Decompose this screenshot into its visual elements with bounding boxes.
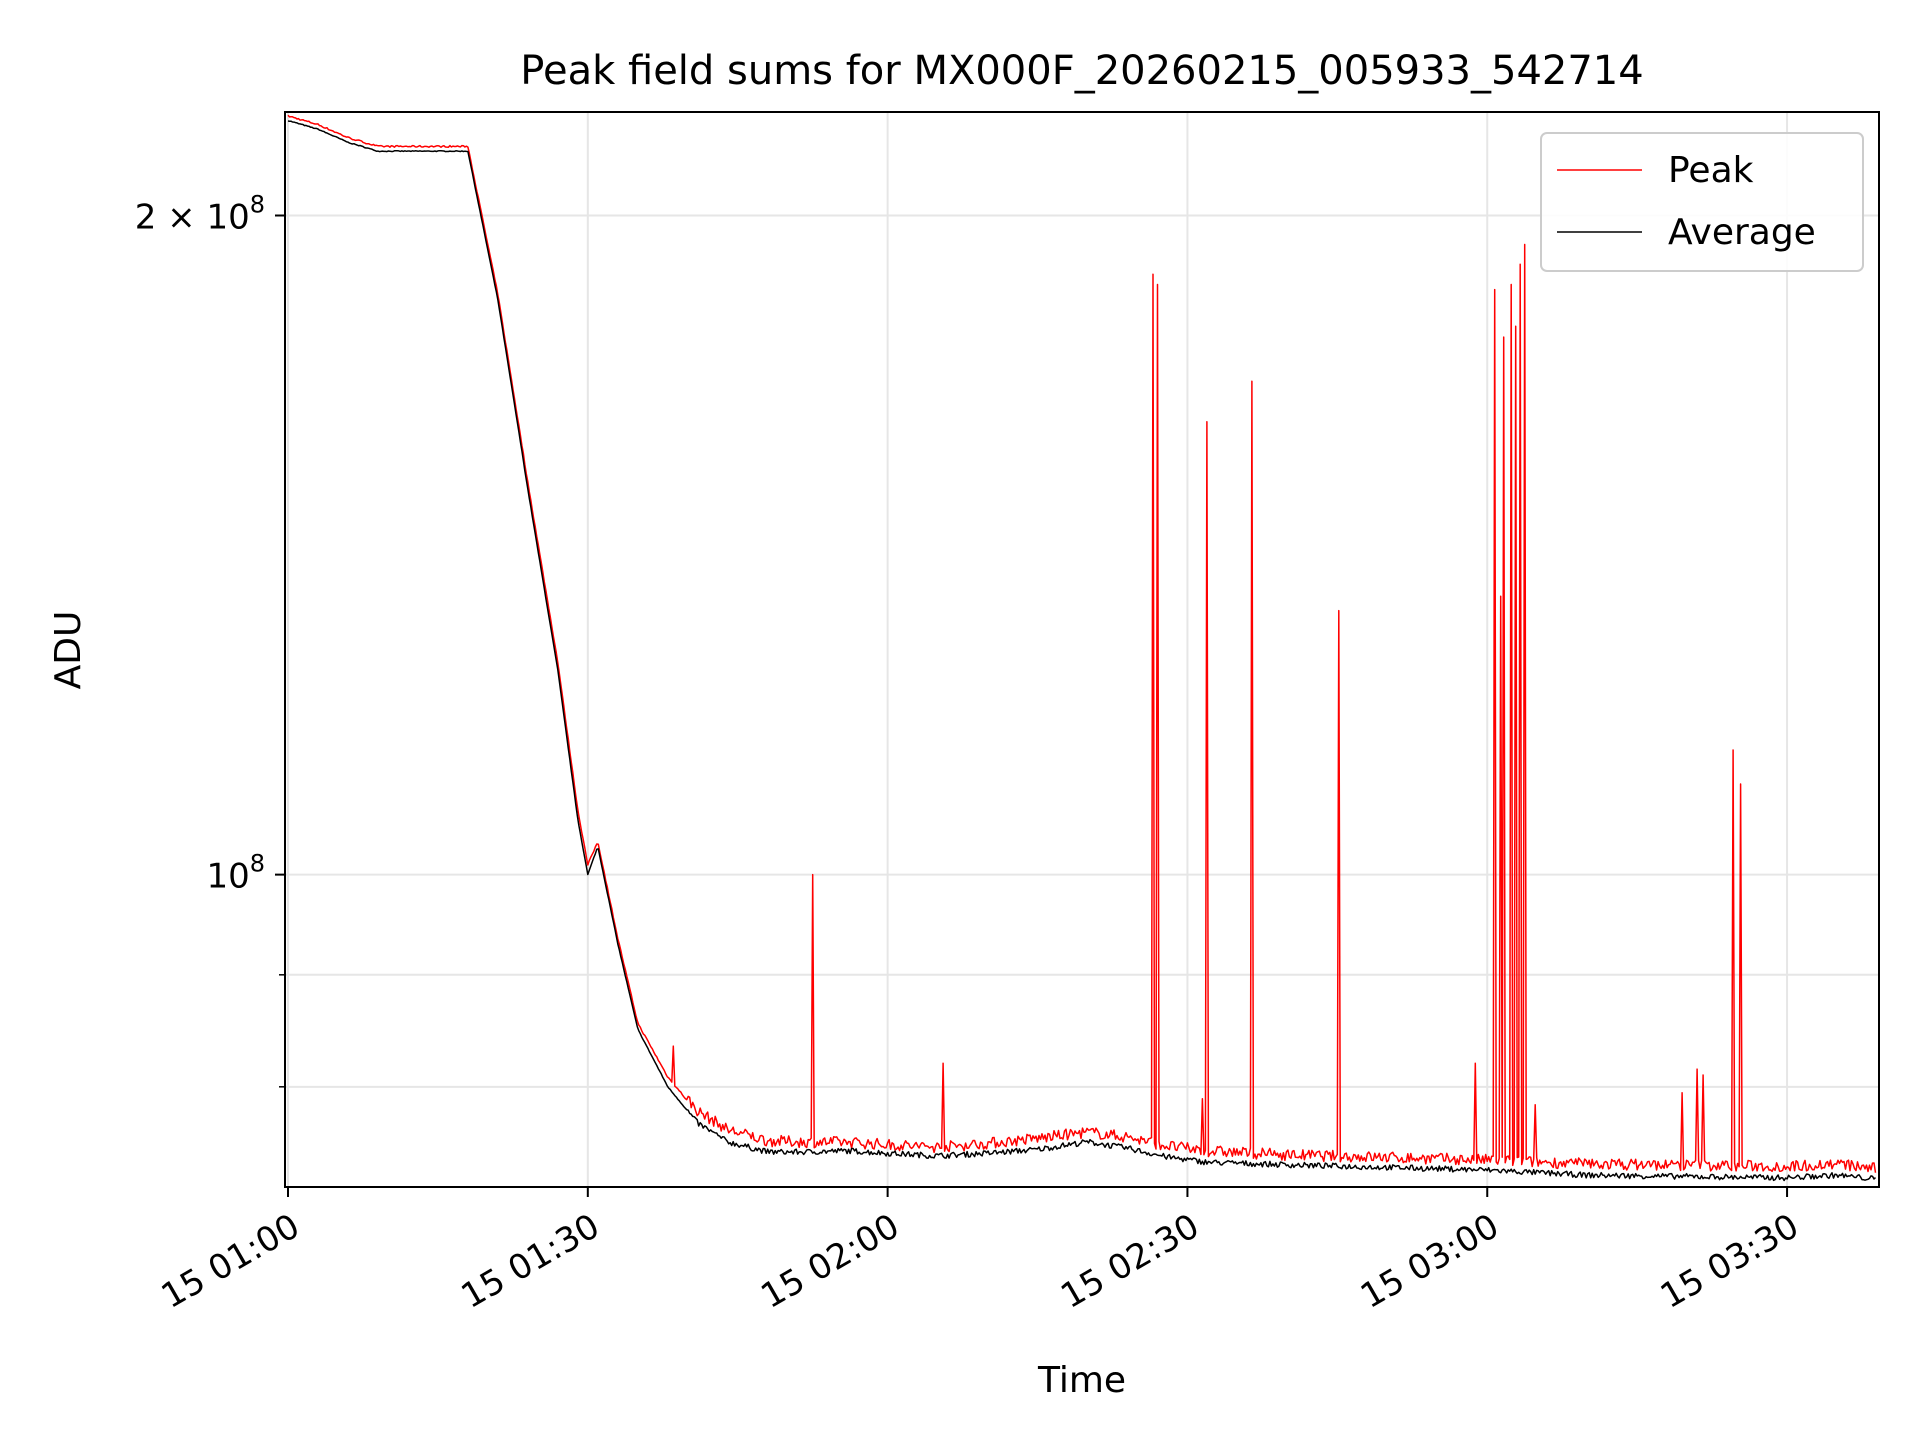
y-tick-base: 2 × 10: [135, 198, 250, 238]
y-tick-exponent: 8: [250, 191, 265, 219]
plot-series: [287, 114, 1877, 1182]
y-axis-label: ADU: [48, 611, 89, 690]
y-tick-base: 10: [206, 857, 249, 897]
plot-frame: [284, 111, 1880, 1188]
legend: Peak Average: [1540, 132, 1864, 272]
y-tick-label: 2 × 108: [135, 191, 265, 238]
x-axis-label: Time: [1037, 1360, 1126, 1401]
series-line-peak: [287, 114, 1877, 1173]
series-line-average: [287, 120, 1877, 1182]
chart-title: Peak field sums for MX000F_20260215_0059…: [520, 48, 1643, 94]
legend-box: [1540, 132, 1864, 272]
legend-average-label: Average: [1668, 212, 1816, 253]
legend-peak-label: Peak: [1668, 150, 1754, 191]
y-tick-exponent: 8: [250, 850, 265, 878]
y-tick-label: 108: [206, 850, 265, 897]
